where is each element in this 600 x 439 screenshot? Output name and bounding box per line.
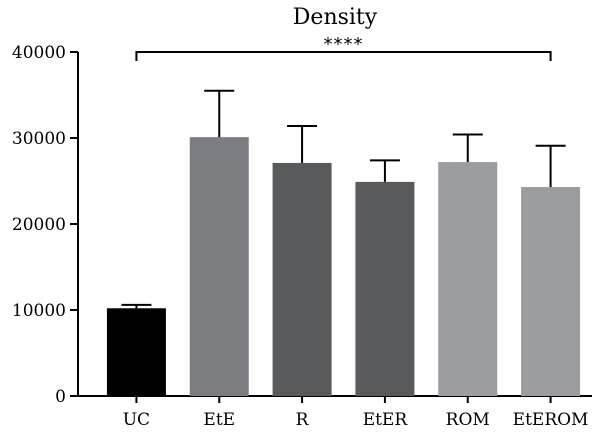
x-tick-label: UC [123, 410, 150, 430]
significance-bracket-group: **** [135, 34, 552, 61]
bars-group [106, 137, 581, 396]
x-tick-label: R [296, 410, 310, 430]
y-axis: 0 10000 20000 30000 40000 [12, 43, 79, 407]
x-tick-label: EtER [363, 410, 409, 430]
x-axis: UC EtE R EtER ROM EtEROM [78, 395, 592, 430]
y-tick-label: 30000 [12, 129, 66, 149]
bar-ete [189, 137, 249, 396]
x-tick-label: EtEROM [513, 410, 589, 430]
x-tick-label: ROM [446, 410, 490, 430]
y-tick-label: 20000 [12, 215, 66, 235]
y-tick-label: 10000 [12, 301, 66, 321]
y-tick-label: 0 [55, 387, 66, 407]
bar-eter [355, 181, 415, 396]
bar-eterom [521, 187, 581, 396]
y-tick-label: 40000 [12, 43, 66, 63]
bar-rom [438, 162, 498, 396]
chart-title: Density [293, 5, 378, 30]
bar-r [272, 162, 332, 396]
error-bars-group [121, 89, 566, 309]
x-tick-label: EtE [203, 410, 235, 430]
significance-bracket [135, 51, 552, 61]
significance-label: **** [324, 34, 364, 55]
bar-uc [106, 308, 166, 396]
